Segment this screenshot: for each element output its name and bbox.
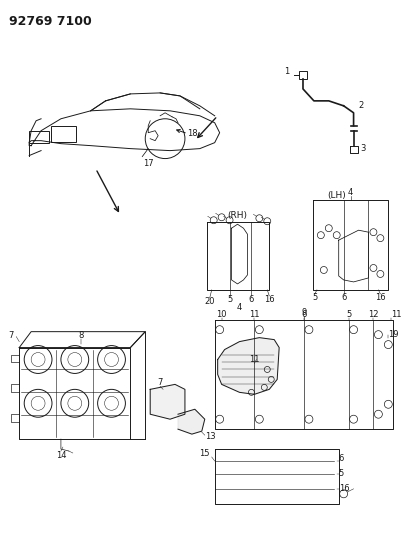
Text: 2: 2 (358, 101, 363, 110)
Polygon shape (177, 409, 204, 434)
Text: 1: 1 (283, 67, 288, 76)
Text: 7: 7 (8, 331, 13, 340)
Text: 6: 6 (248, 295, 254, 304)
Text: 16: 16 (263, 295, 274, 304)
Text: 17: 17 (143, 159, 153, 168)
Text: 19: 19 (387, 330, 398, 339)
Bar (51, 126, 76, 142)
Text: 14: 14 (55, 450, 66, 459)
Text: 7: 7 (157, 378, 162, 387)
Text: 11: 11 (249, 355, 259, 364)
Text: 4: 4 (347, 188, 352, 197)
Bar (29, 131, 49, 143)
Text: 9: 9 (301, 308, 306, 317)
Text: 13: 13 (204, 432, 215, 441)
Text: 12: 12 (367, 310, 378, 319)
Text: 20: 20 (204, 297, 215, 306)
Text: 6: 6 (340, 293, 345, 302)
Text: 3: 3 (360, 144, 365, 153)
Text: 5: 5 (311, 293, 317, 302)
Text: 5: 5 (226, 295, 232, 304)
Text: 10: 10 (216, 310, 226, 319)
Bar (298, 71, 306, 79)
Text: 6: 6 (338, 455, 343, 464)
Text: (LH): (LH) (326, 191, 345, 200)
Text: 16: 16 (374, 293, 385, 302)
Polygon shape (150, 384, 184, 419)
Text: 15: 15 (199, 449, 209, 457)
Polygon shape (217, 337, 279, 394)
Text: 4: 4 (236, 303, 241, 312)
Text: 8: 8 (78, 331, 83, 340)
Text: 16: 16 (338, 484, 348, 494)
Text: 6: 6 (301, 310, 306, 319)
Text: 11: 11 (390, 310, 401, 319)
Text: 5: 5 (345, 310, 350, 319)
Text: 92769 7100: 92769 7100 (9, 15, 92, 28)
Text: 5: 5 (338, 470, 343, 479)
Text: (RH): (RH) (227, 211, 247, 220)
Text: 11: 11 (249, 310, 259, 319)
Text: 18: 18 (187, 129, 198, 138)
